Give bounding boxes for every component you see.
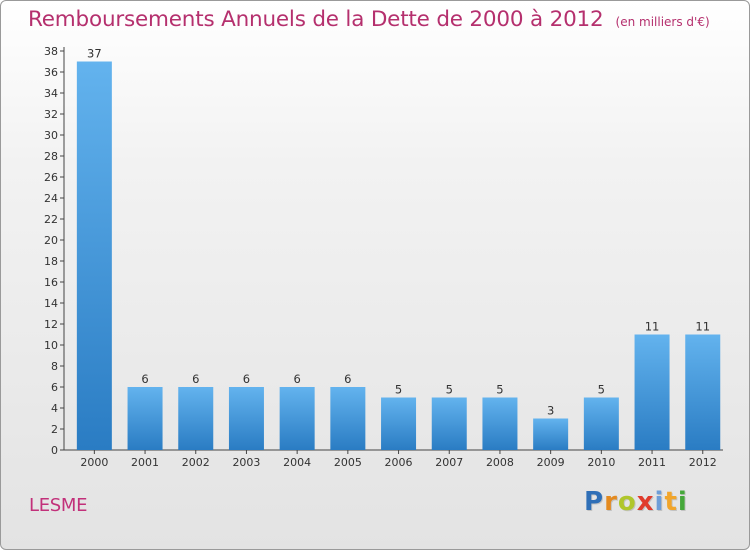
y-tick-label: 24 xyxy=(44,192,58,205)
logo-letter: r xyxy=(604,487,618,517)
x-tick-label: 2004 xyxy=(283,456,311,469)
chart-labels: 37 2000 6 2001 6 2002 6 2003 6 2004 6 2005 5 2006 5 200… xyxy=(80,47,716,470)
x-tick-label: 2011 xyxy=(638,456,666,469)
unit-label: (en milliers d'€) xyxy=(615,15,710,29)
bar-value-label: 6 xyxy=(243,372,250,386)
logo-letter: t xyxy=(664,487,678,517)
chart-bars xyxy=(76,61,721,450)
bar-value-label: 5 xyxy=(446,383,453,397)
bar xyxy=(178,387,214,450)
y-tick-label: 4 xyxy=(51,402,58,415)
y-tick-label: 20 xyxy=(44,234,58,247)
bar xyxy=(381,397,417,450)
chart-title: Remboursements Annuels de la Dette de 20… xyxy=(28,7,710,32)
y-tick-label: 14 xyxy=(44,297,58,310)
y-tick-label: 34 xyxy=(44,87,58,100)
y-tick-label: 18 xyxy=(44,255,58,268)
bar-value-label: 6 xyxy=(192,372,199,386)
y-tick-label: 12 xyxy=(44,318,58,331)
bar-value-label: 3 xyxy=(547,404,554,418)
logo-letter: P xyxy=(584,487,605,517)
commune-name: LESME xyxy=(29,495,88,516)
bar xyxy=(685,334,721,450)
bar-value-label: 6 xyxy=(344,372,351,386)
bar xyxy=(279,387,315,450)
bar-value-label: 37 xyxy=(87,47,102,61)
x-tick-label: 2000 xyxy=(80,456,108,469)
logo-letter: i xyxy=(677,487,688,517)
bar xyxy=(228,387,264,450)
y-tick-label: 36 xyxy=(44,66,58,79)
x-tick-label: 2008 xyxy=(486,456,514,469)
bar-value-label: 6 xyxy=(293,372,300,386)
y-tick-label: 28 xyxy=(44,150,58,163)
y-tick-label: 38 xyxy=(44,45,58,58)
bar-value-label: 5 xyxy=(496,383,503,397)
x-tick-label: 2003 xyxy=(232,456,260,469)
y-tick-label: 8 xyxy=(51,360,58,373)
bar-value-label: 6 xyxy=(141,372,148,386)
y-tick-label: 30 xyxy=(44,129,58,142)
bar xyxy=(583,397,619,450)
logo-letter: x xyxy=(636,487,655,517)
x-tick-label: 2005 xyxy=(334,456,362,469)
bar-value-label: 5 xyxy=(598,383,605,397)
title-text: Remboursements Annuels de la Dette de 20… xyxy=(28,7,604,32)
bar-value-label: 11 xyxy=(645,320,660,334)
logo-letter: o xyxy=(617,487,637,517)
x-tick-label: 2007 xyxy=(435,456,463,469)
bar xyxy=(76,61,112,450)
x-tick-label: 2001 xyxy=(131,456,159,469)
y-tick-label: 26 xyxy=(44,171,58,184)
y-tick-label: 16 xyxy=(44,276,58,289)
y-tick-label: 6 xyxy=(51,381,58,394)
y-tick-label: 2 xyxy=(51,423,58,436)
y-tick-label: 32 xyxy=(44,108,58,121)
bar xyxy=(330,387,366,450)
x-tick-label: 2009 xyxy=(537,456,565,469)
bar-value-label: 11 xyxy=(695,320,710,334)
y-tick-label: 0 xyxy=(51,444,58,457)
y-tick-label: 22 xyxy=(44,213,58,226)
x-tick-label: 2006 xyxy=(385,456,413,469)
proxiti-logo[interactable]: Proxiti xyxy=(584,487,688,517)
x-tick-label: 2012 xyxy=(689,456,717,469)
bar xyxy=(634,334,670,450)
y-tick-label: 10 xyxy=(44,339,58,352)
logo-letter: i xyxy=(654,487,665,517)
bar xyxy=(482,397,518,450)
bar xyxy=(127,387,163,450)
x-tick-label: 2002 xyxy=(182,456,210,469)
bar xyxy=(431,397,467,450)
x-tick-label: 2010 xyxy=(587,456,615,469)
bar xyxy=(533,418,569,450)
bar-value-label: 5 xyxy=(395,383,402,397)
